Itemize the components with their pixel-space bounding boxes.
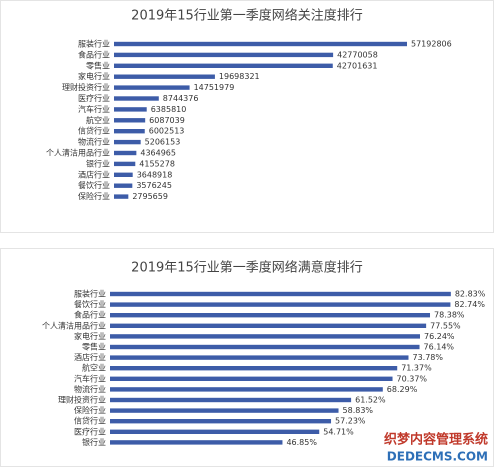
- bar: [114, 96, 159, 101]
- bar: [110, 302, 451, 307]
- y-tick-label: 个人清洁用品行业: [42, 320, 106, 330]
- data-label: 3648918: [137, 170, 173, 179]
- y-tick-label: 医疗行业: [74, 426, 106, 436]
- y-tick-label: 餐饮行业: [78, 180, 110, 190]
- data-label: 54.71%: [323, 427, 354, 436]
- data-label: 76.24%: [424, 332, 455, 341]
- y-tick-label: 酒店行业: [78, 169, 110, 179]
- data-label: 77.55%: [430, 321, 461, 330]
- data-label: 3576245: [136, 181, 172, 190]
- bar: [114, 85, 190, 90]
- y-tick-label: 物流行业: [74, 384, 106, 394]
- data-label: 46.85%: [286, 438, 317, 447]
- y-tick-label: 物流行业: [78, 137, 110, 147]
- y-tick-label: 食品行业: [74, 310, 106, 320]
- bar: [114, 129, 145, 134]
- bar: [110, 419, 332, 424]
- y-tick-label: 服装行业: [78, 39, 110, 49]
- data-label: 4155278: [139, 159, 175, 168]
- bar: [114, 161, 136, 167]
- data-label: 73.78%: [412, 353, 443, 362]
- data-label: 42701631: [337, 61, 378, 70]
- data-label: 58.83%: [343, 406, 374, 415]
- y-tick-label: 零售业: [86, 60, 110, 70]
- bar: [110, 429, 320, 434]
- data-label: 71.37%: [401, 364, 432, 373]
- data-label: 78.38%: [434, 311, 465, 320]
- bar: [114, 172, 133, 177]
- chart-frame: [0, 0, 494, 233]
- data-label: 68.29%: [387, 385, 418, 394]
- bar: [110, 376, 393, 381]
- data-label: 82.83%: [455, 290, 486, 299]
- data-label: 61.52%: [355, 396, 386, 405]
- bar: [114, 139, 141, 145]
- y-tick-label: 汽车行业: [78, 104, 110, 114]
- bar: [110, 355, 409, 360]
- y-tick-label: 餐饮行业: [74, 299, 106, 309]
- y-tick-label: 汽车行业: [74, 373, 106, 383]
- bar: [114, 150, 137, 156]
- data-label: 42770058: [337, 50, 378, 59]
- y-tick-label: 航空业: [86, 115, 110, 125]
- y-tick-label: 银行业: [86, 158, 110, 168]
- bar: [110, 440, 283, 445]
- data-label: 14751979: [194, 83, 235, 92]
- data-label: 6087039: [149, 116, 185, 125]
- bar: [114, 52, 334, 58]
- y-tick-label: 家电行业: [78, 71, 110, 81]
- chart-title: 2019年15行业第一季度网络关注度排行: [131, 8, 363, 24]
- data-label: 57192806: [411, 40, 452, 49]
- bar: [110, 291, 451, 297]
- y-tick-label: 食品行业: [78, 49, 110, 59]
- data-label: 6002513: [149, 127, 185, 136]
- watermark-title: 织梦内容管理系统: [384, 432, 488, 448]
- data-label: 70.37%: [397, 374, 428, 383]
- bar: [110, 344, 420, 350]
- bar: [114, 41, 408, 47]
- y-tick-label: 保险行业: [74, 405, 106, 415]
- y-tick-label: 家电行业: [74, 331, 106, 341]
- bar: [114, 74, 215, 79]
- y-tick-label: 理财投资行业: [62, 82, 110, 92]
- data-label: 19698321: [219, 72, 260, 81]
- y-tick-label: 医疗行业: [78, 93, 110, 103]
- data-label: 6385810: [151, 105, 187, 114]
- y-tick-label: 银行业: [82, 437, 106, 447]
- data-label: 76.14%: [424, 343, 455, 352]
- y-tick-label: 零售业: [82, 342, 106, 352]
- bar: [114, 183, 133, 188]
- y-tick-label: 航空业: [82, 363, 106, 373]
- y-tick-label: 服装行业: [74, 289, 106, 299]
- bar: [114, 194, 129, 199]
- y-tick-label: 信贷行业: [78, 126, 110, 136]
- y-tick-label: 信贷行业: [74, 416, 106, 426]
- y-tick-label: 理财投资行业: [58, 395, 106, 405]
- bar: [114, 63, 333, 68]
- bar: [114, 107, 147, 112]
- data-label: 2795659: [132, 192, 168, 201]
- y-tick-label: 酒店行业: [74, 352, 106, 362]
- chart-title: 2019年15行业第一季度网络满意度排行: [131, 260, 363, 276]
- y-tick-label: 保险行业: [78, 191, 110, 201]
- watermark-url: DEDECMS.COM: [387, 450, 488, 464]
- data-label: 57.23%: [335, 417, 366, 426]
- bar: [110, 387, 383, 392]
- y-tick-label: 个人清洁用品行业: [46, 148, 110, 158]
- bar: [110, 397, 352, 403]
- data-label: 4364965: [140, 149, 176, 158]
- data-label: 5206153: [145, 138, 181, 147]
- bar: [110, 323, 427, 328]
- bar: [110, 313, 431, 318]
- bar: [110, 334, 421, 339]
- data-label: 82.74%: [454, 300, 485, 309]
- bar: [114, 118, 146, 123]
- bar: [110, 366, 398, 371]
- data-label: 8744376: [163, 94, 199, 103]
- bar: [110, 408, 339, 413]
